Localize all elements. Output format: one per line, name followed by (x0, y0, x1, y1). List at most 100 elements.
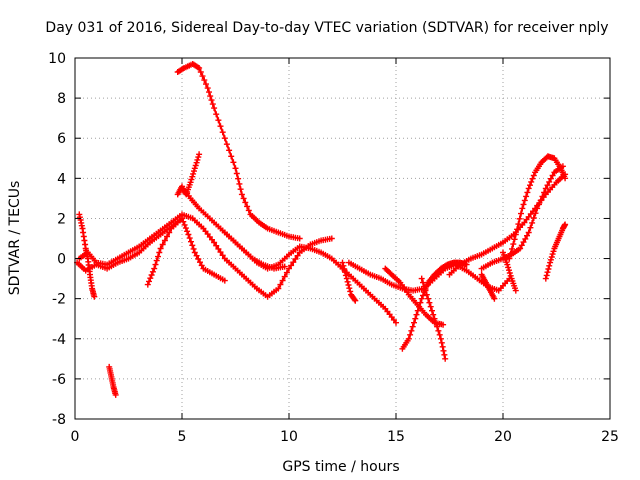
data-point (236, 180, 243, 187)
data-point (188, 176, 195, 183)
data-point (426, 299, 433, 306)
data-point (161, 237, 168, 244)
data-point (197, 259, 203, 266)
data-point (525, 229, 532, 236)
data-point (296, 235, 303, 242)
data-point (189, 173, 196, 180)
data-point (149, 268, 156, 275)
data-point (562, 175, 569, 182)
data-point (344, 278, 351, 285)
data-point (527, 182, 533, 189)
data-point (532, 210, 539, 217)
data-point (208, 97, 215, 104)
data-point (185, 231, 192, 238)
data-point (393, 319, 399, 326)
data-point (206, 89, 212, 96)
data-point (547, 259, 554, 266)
data-point (275, 285, 282, 292)
series-arc-11 (345, 259, 513, 294)
data-point (534, 205, 541, 212)
data-point (414, 307, 421, 314)
data-point (242, 199, 249, 206)
data-point (418, 295, 425, 302)
data-point (507, 250, 514, 257)
x-tick-label: 25 (601, 429, 619, 445)
data-point (440, 347, 447, 354)
data-point (425, 295, 432, 302)
series-arc-8 (174, 61, 303, 242)
data-point (204, 85, 211, 92)
data-point (536, 201, 542, 208)
data-point (541, 189, 548, 196)
data-point (281, 273, 288, 280)
series-arc-17 (506, 153, 569, 262)
y-tick-label: 10 (48, 51, 66, 67)
data-point (157, 245, 164, 252)
data-point (221, 277, 228, 284)
data-point (244, 203, 251, 210)
series-arc-5 (144, 215, 228, 288)
data-point (191, 249, 198, 256)
data-point (430, 311, 437, 318)
data-point (405, 335, 412, 342)
y-tick-label: 2 (57, 211, 66, 227)
data-point (156, 249, 163, 256)
y-axis-label: SDTVAR / TECUs (7, 181, 23, 296)
data-point (346, 285, 353, 292)
data-point (514, 226, 521, 233)
data-point (491, 295, 498, 302)
data-point (510, 241, 517, 248)
data-point (412, 315, 419, 322)
data-point (442, 355, 449, 362)
data-point (153, 257, 160, 264)
data-point (422, 287, 429, 294)
data-point (144, 281, 151, 288)
data-point (427, 303, 434, 310)
data-point (530, 215, 537, 221)
data-point (166, 229, 173, 236)
data-point (529, 219, 536, 226)
data-point (217, 123, 224, 130)
chart-axes: 0 5 10 15 20 25 -8 -6 -4 -2 0 2 4 6 8 10 (48, 51, 619, 445)
data-point (432, 319, 439, 326)
data-point (547, 175, 554, 182)
data-point (292, 256, 299, 262)
data-point (512, 231, 519, 238)
data-point (230, 159, 237, 166)
data-point (191, 168, 197, 175)
data-point (416, 303, 423, 310)
data-point (155, 253, 161, 260)
data-point (407, 331, 414, 338)
data-point (549, 251, 556, 258)
data-point (186, 235, 193, 242)
y-tick-label: -4 (52, 332, 66, 348)
data-point (506, 270, 513, 276)
data-point (159, 241, 166, 248)
data-point (217, 249, 224, 256)
data-point (516, 215, 523, 222)
series-arc-3 (74, 215, 185, 274)
data-point (511, 236, 518, 243)
data-point (548, 254, 555, 260)
data-point (441, 351, 448, 358)
data-point (352, 297, 359, 304)
series-arc-4 (106, 363, 119, 398)
x-axis-label: GPS time / hours (282, 459, 399, 475)
data-point (408, 327, 415, 334)
x-tick-label: 20 (494, 429, 512, 445)
data-point (546, 262, 553, 269)
data-point (207, 93, 214, 100)
data-point (194, 156, 201, 163)
data-point (328, 235, 335, 242)
series-arc-19 (500, 249, 519, 294)
data-point (527, 224, 534, 231)
data-point (182, 225, 189, 232)
data-point (288, 262, 295, 269)
x-tick-label: 10 (280, 429, 298, 445)
data-point (522, 235, 529, 242)
data-point (80, 229, 87, 236)
data-point (215, 117, 222, 124)
data-point (544, 182, 551, 189)
data-point (518, 210, 524, 217)
